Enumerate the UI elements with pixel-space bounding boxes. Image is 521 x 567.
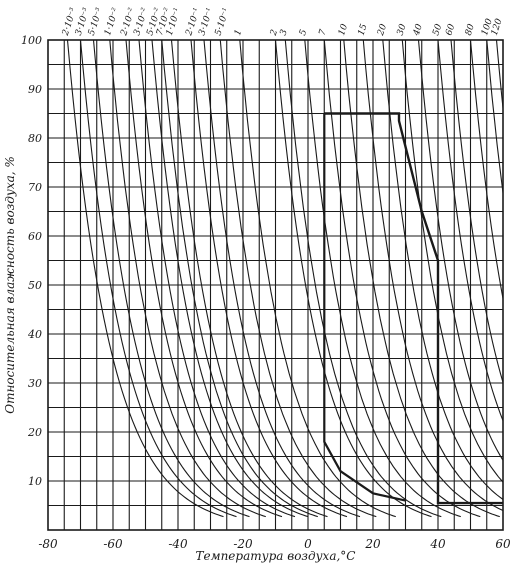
y-axis-label: Относительная влажность воздуха, % [3, 156, 17, 414]
isoline-1·10⁻¹ [170, 40, 328, 518]
x-tick-label: -40 [168, 537, 188, 551]
curve-label: 10 [337, 23, 350, 37]
x-tick-label: -60 [103, 537, 123, 551]
y-tick-label: 10 [28, 475, 42, 488]
y-tick-label: 100 [21, 34, 42, 47]
isoline-2 [274, 40, 432, 518]
isoline-7 [323, 40, 481, 518]
curve-label: 5·10⁻¹ [214, 7, 232, 37]
isoline-5·10⁻³ [92, 40, 250, 518]
x-tick-label: 40 [429, 537, 446, 551]
example-path-line [324, 112, 503, 505]
x-tick-label: 0 [304, 537, 312, 551]
y-tick-label: 70 [28, 181, 42, 194]
isoline-2·10⁻¹ [190, 40, 348, 518]
isoline-80 [469, 40, 503, 302]
curve-label: 2 [269, 28, 281, 38]
isoline-40 [417, 40, 503, 462]
curve-label: 3 [279, 28, 290, 37]
curve-label: 30 [396, 23, 409, 37]
isoline-5·10⁻² [151, 40, 309, 518]
y-tick-label: 80 [28, 132, 42, 145]
isoline-1·10⁻² [109, 40, 266, 518]
x-tick-label: -20 [233, 537, 253, 551]
curve-label: 60 [444, 23, 457, 37]
x-axis-label: Температура воздуха,°C [196, 549, 356, 563]
curve-label: 15 [357, 23, 370, 37]
curve-label: 80 [464, 23, 477, 37]
isoline-50 [437, 40, 503, 423]
curve-labels: 2·10⁻³3·10⁻³5·10⁻³1·10⁻²2·10⁻²3·10⁻²5·10… [61, 6, 505, 37]
curve-label: 50 [431, 23, 444, 37]
isoline-5 [304, 40, 461, 518]
isoline-3·10⁻¹ [203, 40, 361, 518]
x-tick-label: 60 [495, 537, 511, 551]
isoline-20 [382, 40, 503, 501]
x-tick-label: 20 [364, 537, 381, 551]
x-tick-label: -80 [38, 537, 58, 551]
y-tick-label: 90 [28, 83, 42, 96]
isoline-5·10⁻¹ [219, 40, 377, 518]
isoline-2·10⁻² [125, 40, 283, 518]
isoline-15 [362, 40, 503, 512]
isoline-3 [284, 40, 442, 518]
curve-label: 7 [318, 28, 329, 37]
isoline-1 [239, 40, 396, 518]
isoline-60 [450, 40, 503, 385]
curve-label: 5 [298, 28, 309, 37]
example-path [323, 112, 503, 505]
isoline-120 [495, 40, 503, 114]
isoline-10 [343, 40, 500, 518]
y-tick-label: 30 [28, 377, 42, 390]
y-tick-label: 40 [27, 328, 42, 341]
y-tick-label: 20 [27, 426, 42, 439]
isoline-2·10⁻³ [66, 40, 224, 518]
isoline-3·10⁻² [138, 40, 296, 518]
isoline-30 [401, 40, 503, 483]
curve-label: 1 [233, 28, 244, 37]
curve-label: 20 [376, 23, 389, 38]
y-tick-label: 50 [28, 279, 42, 292]
plot-frame [47, 39, 504, 531]
isoline-7·10⁻² [161, 40, 318, 518]
y-tick-labels: 10 20 30 40 50 60 70 80 90 100 [21, 34, 42, 488]
isoline-3·10⁻³ [79, 40, 237, 518]
curve-label: 1·10⁻² [103, 6, 121, 36]
isoline-100 [486, 40, 503, 198]
y-tick-label: 60 [28, 230, 42, 243]
grid-lines [48, 40, 503, 530]
example-drop-line [323, 113, 406, 502]
curve-label: 40 [412, 23, 425, 38]
x-tick-labels: -80 -60 -40 -20 0 20 40 60 [38, 537, 511, 551]
isoline-curves [66, 40, 503, 518]
